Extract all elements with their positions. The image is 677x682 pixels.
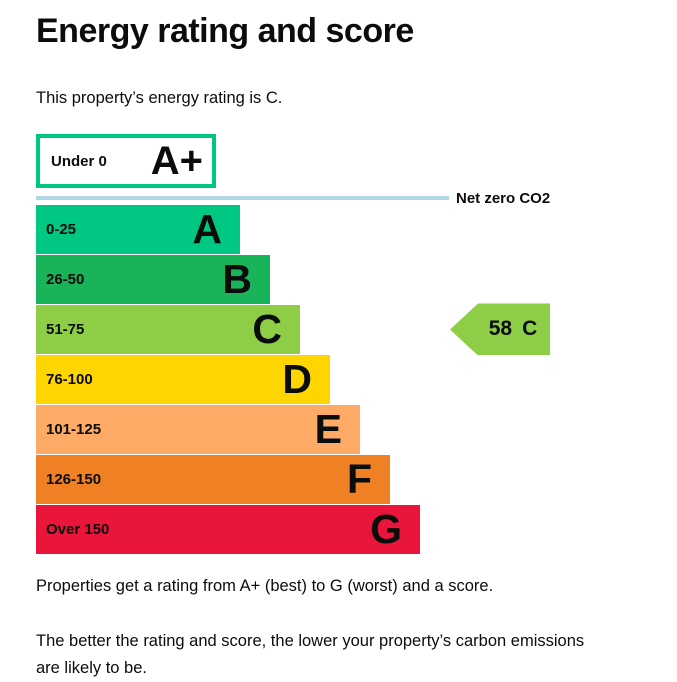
- band-letter: F: [346, 456, 372, 503]
- band-row-e: 101-125 E: [36, 405, 360, 455]
- band-range-label: 26-50: [46, 271, 85, 289]
- band-letter: A: [192, 206, 222, 253]
- footer-para-2-line-1: The better the rating and score, the low…: [36, 632, 585, 651]
- band-row-a-plus: Under 0 A+: [36, 134, 216, 189]
- band-letter: G: [370, 506, 402, 553]
- net-zero-line: [36, 196, 449, 201]
- footer-para-2-line-2: are likely to be.: [36, 659, 147, 677]
- band-range-label: 101-125: [46, 421, 102, 439]
- band-range-label: 76-100: [46, 371, 93, 389]
- band-row-g: Over 150 G: [36, 505, 420, 555]
- band-letter: D: [282, 356, 312, 403]
- footer-para-1: Properties get a rating from A+ (best) t…: [36, 577, 494, 596]
- band-row-c: 51-75 C: [36, 305, 300, 355]
- band-letter: C: [252, 306, 282, 353]
- band-row-d: 76-100 D: [36, 355, 330, 405]
- band-range-label: 0-25: [46, 221, 77, 239]
- rating-summary: This property’s energy rating is C.: [36, 88, 283, 107]
- current-score: 58: [488, 317, 513, 341]
- band-rows: 0-25 A 26-50 B 51-75 C 76-100 D 101-125 …: [36, 205, 657, 555]
- band-letter: B: [222, 256, 252, 303]
- band-row-b: 26-50 B: [36, 255, 270, 305]
- band-range-label: Under 0: [51, 152, 107, 170]
- epc-chart: Under 0 A+ Net zero CO2 0-25 A 26-50 B 5…: [36, 134, 657, 555]
- band-range-label: 51-75: [46, 321, 85, 339]
- band-range-label: Over 150: [46, 521, 110, 539]
- band-row-f: 126-150 F: [36, 455, 390, 505]
- net-zero-row: Net zero CO2: [36, 189, 657, 207]
- band-letter: E: [314, 406, 342, 453]
- page-title: Energy rating and score: [36, 12, 414, 50]
- footer-para-2: The better the rating and score, the low…: [36, 628, 657, 681]
- current-band-letter: C: [522, 317, 538, 341]
- band-range-label: 126-150: [46, 471, 102, 489]
- net-zero-label: Net zero CO2: [456, 189, 551, 207]
- band-row-a: 0-25 A: [36, 205, 240, 255]
- band-letter: A+: [150, 139, 203, 184]
